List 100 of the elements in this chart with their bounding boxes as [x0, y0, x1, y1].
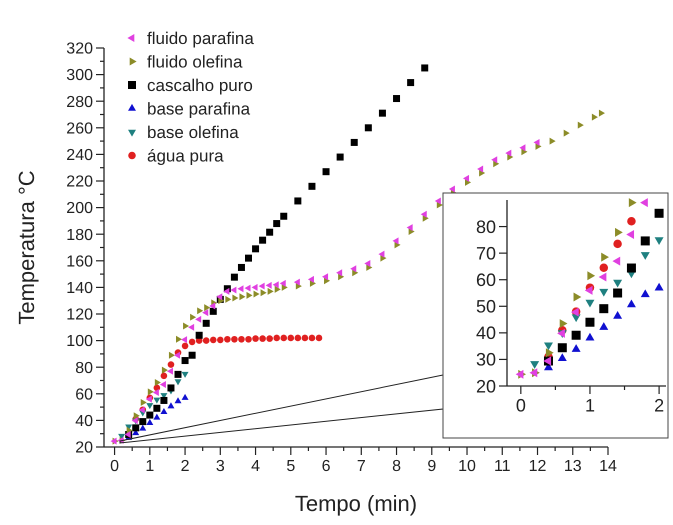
point	[598, 272, 606, 282]
point	[188, 352, 196, 359]
point	[266, 228, 274, 236]
point	[252, 284, 258, 291]
point	[558, 353, 567, 361]
point	[160, 372, 168, 380]
point	[585, 300, 594, 308]
y-tick-label: 40	[75, 413, 94, 430]
point	[132, 424, 140, 432]
x-tick-label: 1	[145, 458, 154, 475]
point	[640, 252, 650, 260]
point	[578, 122, 584, 129]
y-tick-label: 300	[66, 67, 94, 84]
point	[302, 334, 308, 342]
point	[336, 154, 344, 161]
point	[392, 237, 399, 244]
point	[146, 412, 154, 419]
y-tick-label: 80	[476, 216, 496, 237]
point	[364, 260, 370, 267]
y-tick-label: 60	[75, 386, 94, 404]
legend-label: fluido parafina	[147, 28, 254, 48]
legend-label: base parafina	[147, 99, 251, 118]
x-tick-label: 6	[322, 458, 331, 475]
point	[168, 361, 174, 368]
point	[434, 197, 441, 204]
point	[308, 276, 314, 283]
x-tick-label: 0	[516, 395, 526, 416]
point	[238, 264, 245, 271]
point	[196, 332, 203, 339]
point	[190, 314, 196, 321]
x-tick-label: 12	[528, 458, 547, 475]
y-tick-label: 280	[66, 94, 94, 111]
x-tick-label: 1	[584, 395, 595, 416]
x-tick-label: 0	[110, 458, 120, 475]
x-tick-label: 11	[494, 458, 511, 475]
point	[153, 414, 160, 420]
point	[216, 293, 222, 300]
point	[627, 217, 636, 226]
point	[564, 130, 570, 137]
point	[612, 256, 620, 266]
point	[209, 302, 216, 310]
point	[174, 352, 180, 359]
point	[230, 286, 236, 294]
point	[519, 144, 526, 152]
point	[560, 319, 568, 328]
point	[245, 336, 252, 343]
point	[232, 294, 238, 302]
point	[273, 334, 280, 342]
point	[266, 282, 272, 289]
point	[268, 288, 274, 295]
x-axis-title: Tempo (min)	[294, 491, 418, 516]
point	[254, 290, 260, 298]
point	[615, 228, 623, 237]
point	[174, 379, 182, 386]
point	[280, 280, 286, 287]
y-tick-label: 20	[476, 376, 496, 396]
point	[529, 368, 538, 378]
point	[584, 286, 593, 295]
y-tick-label: 180	[66, 226, 94, 244]
point	[225, 296, 232, 303]
point	[599, 304, 608, 314]
point	[587, 271, 596, 280]
x-tick-label: 7	[356, 458, 366, 475]
point	[613, 280, 622, 288]
point	[188, 324, 194, 331]
point	[654, 282, 664, 291]
point	[477, 166, 484, 173]
point	[613, 310, 622, 319]
y-tick-label: 220	[66, 174, 94, 191]
point	[598, 110, 605, 117]
x-tick-label: 9	[427, 458, 436, 475]
x-tick-label: 10	[458, 458, 476, 475]
y-tick-label: 20	[75, 440, 94, 457]
point	[139, 424, 146, 431]
point	[338, 273, 344, 280]
point	[231, 336, 238, 343]
point	[352, 269, 358, 276]
point	[640, 289, 650, 298]
point	[640, 198, 648, 208]
y-tick-label: 40	[476, 323, 496, 344]
point	[294, 197, 302, 204]
y-tick-label: 200	[66, 200, 94, 218]
point	[350, 138, 358, 146]
point	[134, 412, 140, 420]
x-tick-label: 4	[251, 458, 260, 475]
point	[160, 408, 168, 414]
y-tick-label: 120	[66, 306, 94, 324]
point	[585, 332, 594, 340]
point	[148, 388, 154, 396]
point	[550, 138, 556, 145]
point	[182, 357, 189, 364]
point	[280, 334, 288, 342]
point	[160, 396, 168, 404]
point	[601, 252, 609, 262]
point	[154, 379, 161, 386]
point	[654, 237, 664, 246]
point	[252, 335, 259, 342]
point	[258, 282, 265, 290]
y-tick-label: 60	[476, 270, 496, 290]
point	[244, 284, 251, 292]
